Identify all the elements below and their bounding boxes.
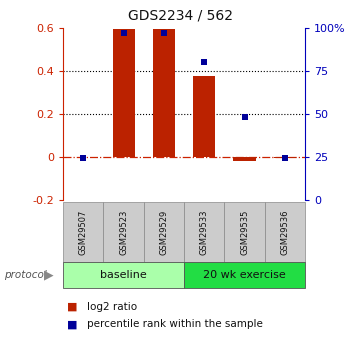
Point	[81, 155, 86, 161]
Text: GSM29536: GSM29536	[280, 209, 290, 255]
Point	[282, 155, 288, 161]
Text: log2 ratio: log2 ratio	[87, 302, 137, 312]
Text: GSM29507: GSM29507	[79, 209, 88, 255]
Text: GSM29533: GSM29533	[200, 209, 209, 255]
Text: ■: ■	[67, 302, 77, 312]
Text: GSM29529: GSM29529	[160, 209, 169, 255]
Bar	[234, 157, 256, 161]
Text: ■: ■	[67, 319, 77, 329]
Bar	[193, 76, 216, 157]
Point	[121, 30, 126, 36]
Bar	[274, 157, 296, 158]
Point	[161, 30, 167, 36]
Text: 20 wk exercise: 20 wk exercise	[203, 270, 286, 280]
Bar	[153, 29, 175, 157]
Bar	[113, 29, 135, 157]
Point	[201, 59, 207, 65]
Text: baseline: baseline	[100, 270, 147, 280]
Point	[242, 115, 248, 120]
Text: GDS2234 / 562: GDS2234 / 562	[128, 9, 233, 23]
Text: percentile rank within the sample: percentile rank within the sample	[87, 319, 262, 329]
Text: protocol: protocol	[4, 270, 46, 280]
Text: GSM29523: GSM29523	[119, 209, 128, 255]
Text: GSM29535: GSM29535	[240, 209, 249, 255]
Text: ▶: ▶	[44, 269, 53, 282]
